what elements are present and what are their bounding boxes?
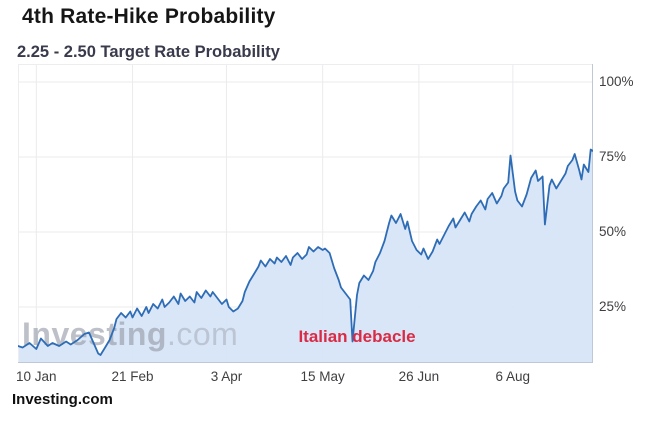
y-axis-label: 50% [599,223,627,239]
y-axis-label: 75% [599,148,627,164]
page-title: 4th Rate-Hike Probability [22,5,276,28]
source-credit: Investing.com [12,391,113,408]
y-axis-label: 100% [599,73,634,89]
chart-line-svg [18,148,593,356]
annotation-italian-debacle: Italian debacle [298,327,416,346]
x-axis-label: 6 Aug [495,369,531,384]
y-axis-label: 25% [599,298,627,314]
watermark-suffix: .com [166,316,239,352]
chart-subtitle: 2.25 - 2.50 Target Rate Probability [17,43,280,61]
plot-area: Investing.com [18,64,593,363]
x-axis-label: 26 Jun [398,369,440,384]
x-axis-label: 21 Feb [111,369,154,384]
x-axis-label: 10 Jan [16,369,57,384]
x-axis-label: 3 Apr [210,369,243,384]
x-axis-label: 15 May [300,369,345,384]
